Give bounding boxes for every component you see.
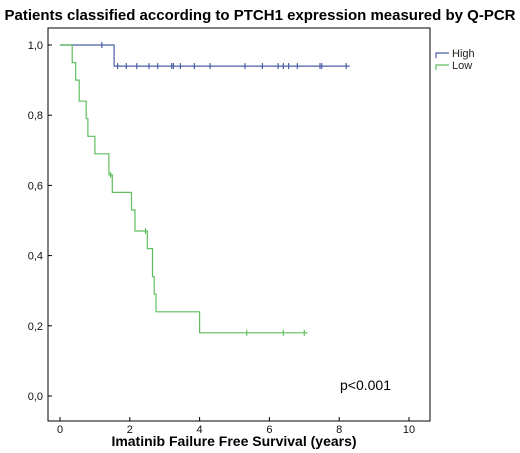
legend-swatch-low — [435, 64, 449, 70]
y-axis: 0,0 0,2 0,4 0,6 0,8 1,0 — [28, 40, 52, 403]
y-tick-label: 0,0 — [28, 391, 43, 403]
x-tick-label: 6 — [266, 424, 272, 436]
x-tick-label: 0 — [57, 424, 63, 436]
plot-frame — [47, 27, 431, 422]
y-tick-label: 0,6 — [28, 180, 43, 192]
x-tick-label: 2 — [127, 424, 133, 436]
series-line-high — [60, 44, 350, 67]
chart-title: Patients classified according to PTCH1 e… — [5, 7, 516, 24]
series-layer — [60, 42, 350, 336]
y-tick-label: 0,8 — [28, 110, 43, 122]
legend-label-low: Low — [452, 60, 472, 72]
x-tick-label: 10 — [403, 424, 415, 436]
x-axis-label: Imatinib Failure Free Survival (years) — [111, 433, 356, 449]
y-tick-label: 0,4 — [28, 251, 43, 263]
x-tick-label: 4 — [197, 424, 203, 436]
legend-swatch-high — [435, 52, 449, 58]
y-tick-label: 1,0 — [28, 40, 43, 52]
x-tick-label: 8 — [336, 424, 342, 436]
p-value-annotation: p<0.001 — [340, 377, 391, 393]
y-tick-label: 0,2 — [28, 321, 43, 333]
x-axis: 0 2 4 6 8 10 — [57, 417, 415, 436]
series-line-low — [60, 44, 308, 334]
legend-label-high: High — [452, 48, 475, 60]
